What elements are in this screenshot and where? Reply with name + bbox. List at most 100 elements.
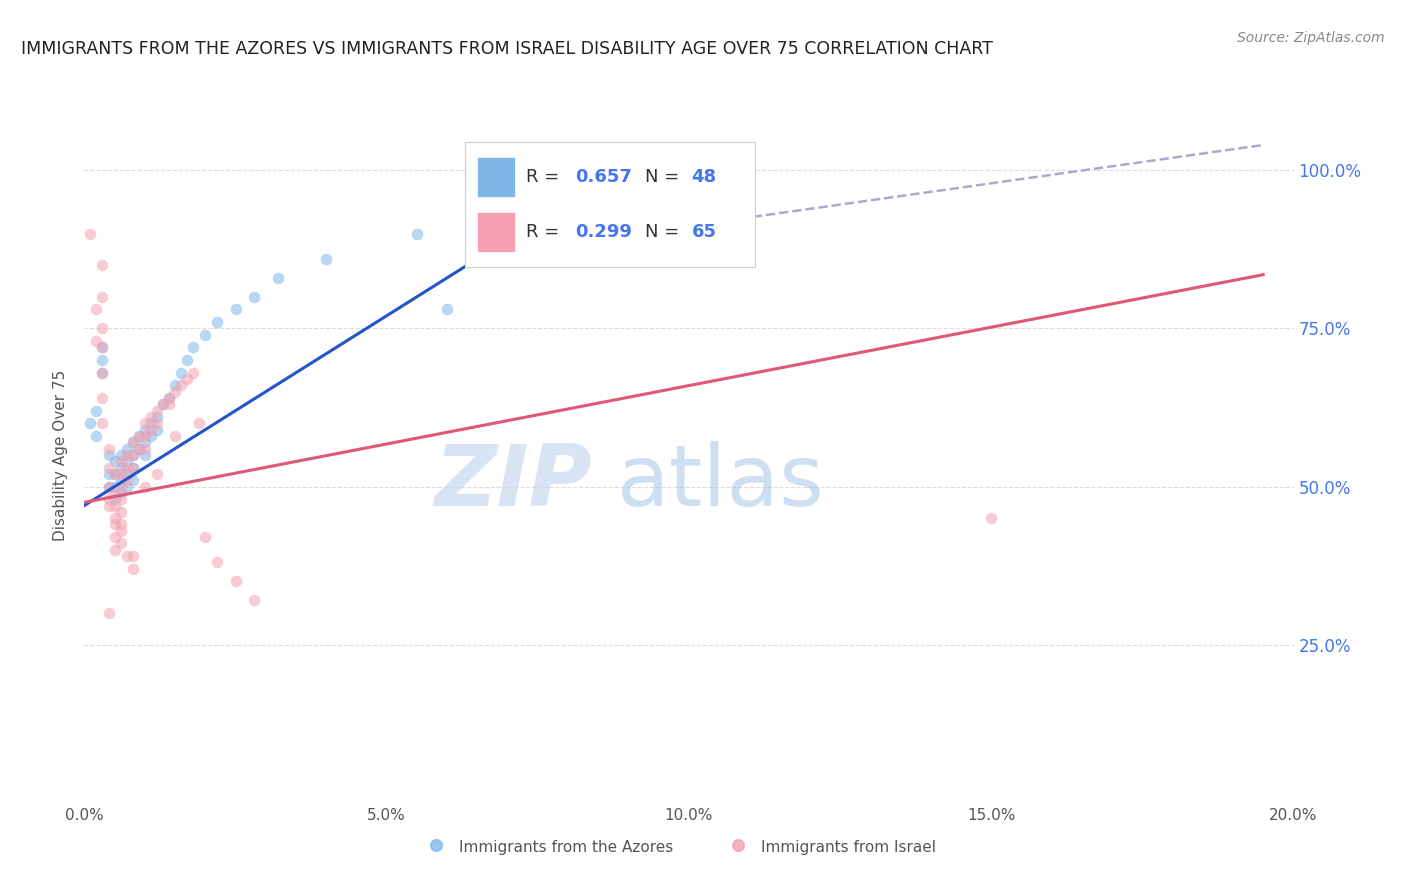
Point xyxy=(104,467,127,481)
Text: ZIP: ZIP xyxy=(434,442,592,524)
Point xyxy=(134,442,156,456)
Point xyxy=(134,479,156,493)
Point xyxy=(121,435,143,450)
Point xyxy=(97,442,120,456)
Point xyxy=(97,448,120,462)
Bar xyxy=(477,157,515,197)
Point xyxy=(97,467,120,481)
Point xyxy=(91,353,114,368)
Point xyxy=(128,429,150,443)
Point xyxy=(86,403,108,417)
Text: R =: R = xyxy=(526,223,565,241)
Point xyxy=(104,511,127,525)
Point xyxy=(121,549,143,563)
Text: N =: N = xyxy=(645,168,685,186)
Point xyxy=(110,454,132,468)
Point xyxy=(110,505,132,519)
Point xyxy=(194,530,217,544)
Text: 0.657: 0.657 xyxy=(575,168,633,186)
Point xyxy=(110,486,132,500)
Point xyxy=(115,448,138,462)
Point xyxy=(115,549,138,563)
Point xyxy=(134,423,156,437)
Text: N =: N = xyxy=(645,223,685,241)
Point xyxy=(194,327,217,342)
Point xyxy=(121,460,143,475)
Point xyxy=(91,366,114,380)
Point xyxy=(170,378,193,392)
Point xyxy=(406,227,429,241)
Point xyxy=(104,479,127,493)
Point xyxy=(139,409,162,424)
Point xyxy=(104,467,127,481)
Point xyxy=(91,258,114,272)
Point xyxy=(181,340,204,354)
Point xyxy=(146,467,169,481)
Point xyxy=(225,302,247,317)
Point xyxy=(115,479,138,493)
Point xyxy=(176,353,198,368)
Point xyxy=(97,606,120,620)
Point xyxy=(97,499,120,513)
Point xyxy=(91,340,114,354)
Point xyxy=(242,290,264,304)
Point xyxy=(86,429,108,443)
Point xyxy=(134,435,156,450)
Point xyxy=(315,252,337,266)
Point xyxy=(115,473,138,487)
Point xyxy=(104,492,127,507)
Point xyxy=(86,334,108,348)
Point xyxy=(128,442,150,456)
Point xyxy=(139,429,162,443)
Point xyxy=(91,321,114,335)
Point xyxy=(115,460,138,475)
Point xyxy=(134,429,156,443)
Point xyxy=(91,366,114,380)
Point xyxy=(79,227,101,241)
Point xyxy=(727,838,749,853)
Point xyxy=(146,409,169,424)
Text: Immigrants from the Azores: Immigrants from the Azores xyxy=(460,840,673,855)
Point xyxy=(91,290,114,304)
Point xyxy=(165,429,187,443)
Point xyxy=(188,417,211,431)
Text: R =: R = xyxy=(526,168,565,186)
Point xyxy=(146,403,169,417)
Point xyxy=(97,479,120,493)
Point xyxy=(121,448,143,462)
Point xyxy=(242,593,264,607)
Point xyxy=(110,524,132,538)
Point xyxy=(146,417,169,431)
Point xyxy=(91,340,114,354)
Point xyxy=(79,417,101,431)
Point xyxy=(104,486,127,500)
Point xyxy=(110,536,132,550)
Point xyxy=(207,556,229,570)
Point xyxy=(157,397,180,411)
Point xyxy=(110,473,132,487)
Point xyxy=(104,517,127,532)
Point xyxy=(110,517,132,532)
Point xyxy=(110,460,132,475)
Point xyxy=(134,417,156,431)
Text: Source: ZipAtlas.com: Source: ZipAtlas.com xyxy=(1237,31,1385,45)
Text: 65: 65 xyxy=(692,223,717,241)
Bar xyxy=(477,212,515,252)
Point xyxy=(97,460,120,475)
Point xyxy=(165,384,187,399)
Point xyxy=(97,479,120,493)
Point xyxy=(110,448,132,462)
Point xyxy=(110,467,132,481)
Point xyxy=(157,391,180,405)
Point xyxy=(436,302,458,317)
Point xyxy=(267,270,290,285)
Point xyxy=(104,454,127,468)
Point xyxy=(139,423,162,437)
Point xyxy=(176,372,198,386)
Text: IMMIGRANTS FROM THE AZORES VS IMMIGRANTS FROM ISRAEL DISABILITY AGE OVER 75 CORR: IMMIGRANTS FROM THE AZORES VS IMMIGRANTS… xyxy=(21,40,993,58)
Text: Immigrants from Israel: Immigrants from Israel xyxy=(762,840,936,855)
Point xyxy=(225,574,247,589)
Point xyxy=(121,435,143,450)
Point xyxy=(104,530,127,544)
Point xyxy=(152,397,174,411)
